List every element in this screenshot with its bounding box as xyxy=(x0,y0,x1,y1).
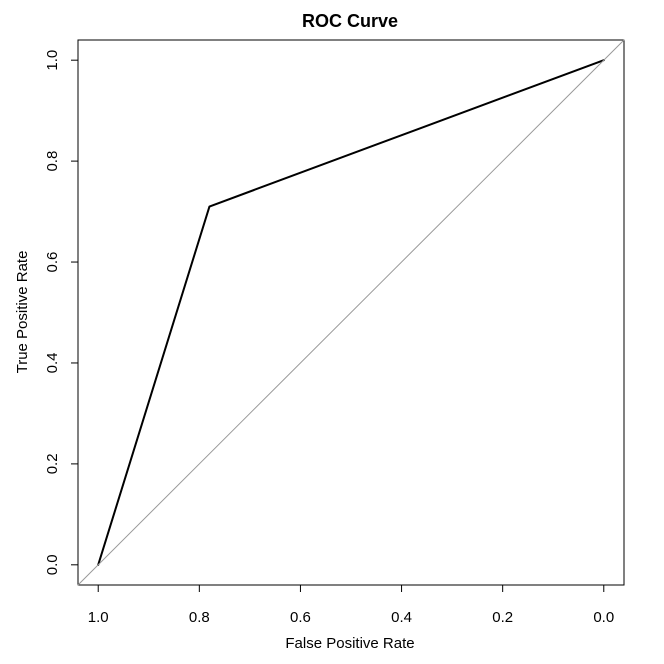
x-tick-label: 0.0 xyxy=(593,609,614,626)
chart-marks: 1.0 0.8 0.6 0.4 0.2 0.0 0.0 0.2 0.4 0.6 0.8 1.0 xyxy=(44,39,625,626)
y-tick-label: 0.2 xyxy=(44,453,61,474)
x-tick-label: 0.8 xyxy=(189,609,210,626)
y-axis-label: True Positive Rate xyxy=(14,251,31,374)
y-tick-label: 0.6 xyxy=(44,252,61,273)
y-tick-label: 0.8 xyxy=(44,151,61,172)
roc-curve-line xyxy=(97,59,605,566)
y-tick-label: 0.4 xyxy=(44,353,61,374)
chart-title: ROC Curve xyxy=(302,11,398,31)
x-axis-label: False Positive Rate xyxy=(285,635,414,652)
x-tick-label: 0.6 xyxy=(290,609,311,626)
y-tick-label: 1.0 xyxy=(44,50,61,71)
x-tick-label: 1.0 xyxy=(88,609,109,626)
plot-frame xyxy=(77,39,625,586)
x-tick-label: 0.4 xyxy=(391,609,412,626)
chance-diagonal-line xyxy=(77,39,625,586)
y-tick-label: 0.0 xyxy=(44,554,61,575)
x-tick-label: 0.2 xyxy=(492,609,513,626)
